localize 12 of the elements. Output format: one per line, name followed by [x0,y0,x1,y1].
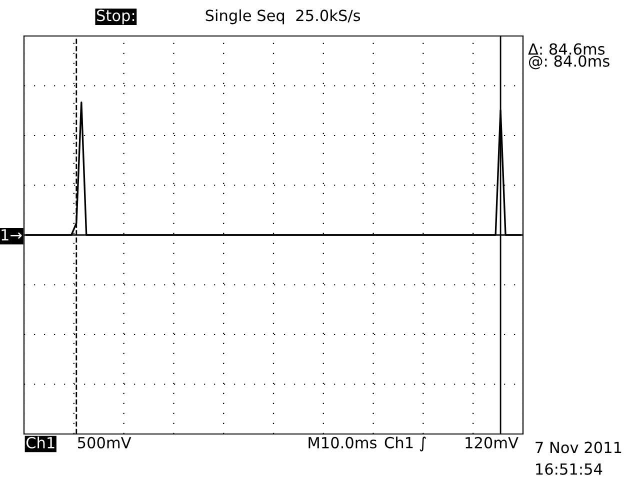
text: 500mV [78,436,132,448]
text: Stop: [97,10,134,24]
text: M10.0ms [308,436,376,448]
text: Ch1 [26,436,54,448]
text: 1→ [2,229,22,240]
text: Ch1 ∫ [384,436,426,452]
text: Single Seq 25.0kS/s [206,9,360,24]
text: 7 Nov 2011 [536,442,622,454]
text: 16:51:54 [536,463,602,475]
text: Δ: 84.6ms [528,43,605,55]
text: @: 84.0ms [529,55,610,70]
text: 120mV [466,436,518,448]
